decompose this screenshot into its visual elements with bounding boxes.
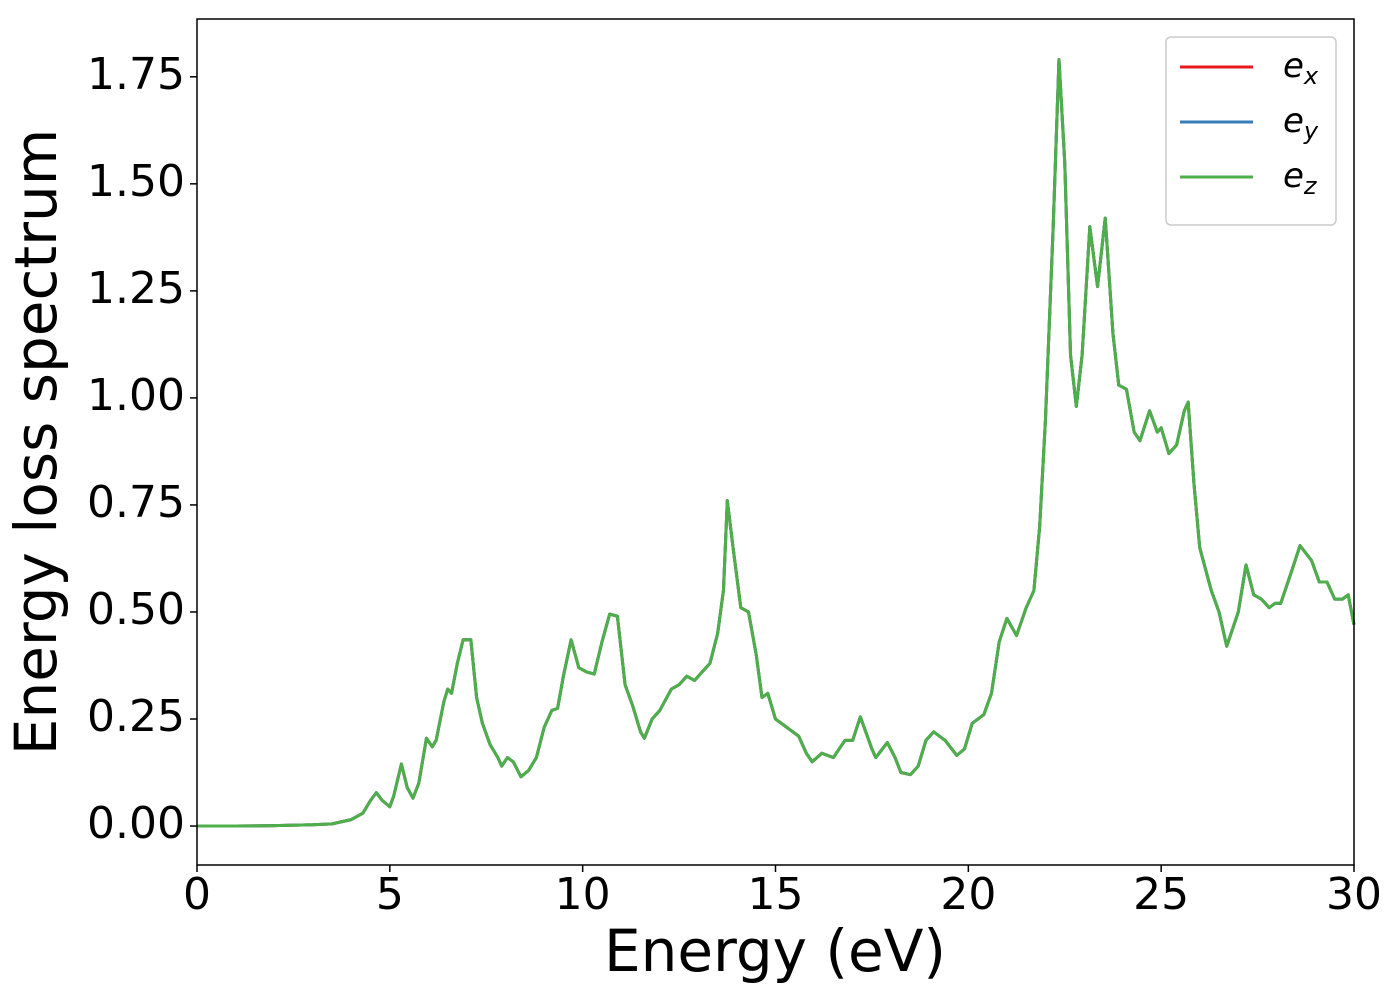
x-tick-label: 0 bbox=[183, 869, 211, 920]
legend-label: ex bbox=[1283, 46, 1319, 91]
legend-label: ez bbox=[1283, 156, 1318, 201]
x-tick-label: 10 bbox=[555, 869, 611, 920]
data-line bbox=[197, 58, 1356, 828]
y-axis-label: Energy loss spectrum bbox=[2, 129, 70, 755]
y-tick-label: 1.00 bbox=[87, 370, 185, 421]
y-tick-label: 1.50 bbox=[87, 156, 185, 207]
y-tick-label: 1.75 bbox=[87, 49, 185, 100]
x-tick-label: 15 bbox=[748, 869, 804, 920]
x-tick-label: 30 bbox=[1326, 869, 1382, 920]
y-tick-label: 0.50 bbox=[87, 584, 185, 635]
y-tick-label: 0.00 bbox=[87, 798, 185, 849]
x-axis-label: Energy (eV) bbox=[604, 917, 946, 985]
plot-frame bbox=[196, 18, 1355, 866]
y-tick-label: 0.25 bbox=[87, 691, 185, 742]
y-tick-label: 1.25 bbox=[87, 263, 185, 314]
x-tick-label: 25 bbox=[1133, 869, 1189, 920]
y-tick-label: 0.75 bbox=[87, 477, 185, 528]
x-tick-label: 20 bbox=[940, 869, 996, 920]
x-tick-label: 5 bbox=[376, 869, 404, 920]
legend-label: ey bbox=[1283, 101, 1319, 146]
